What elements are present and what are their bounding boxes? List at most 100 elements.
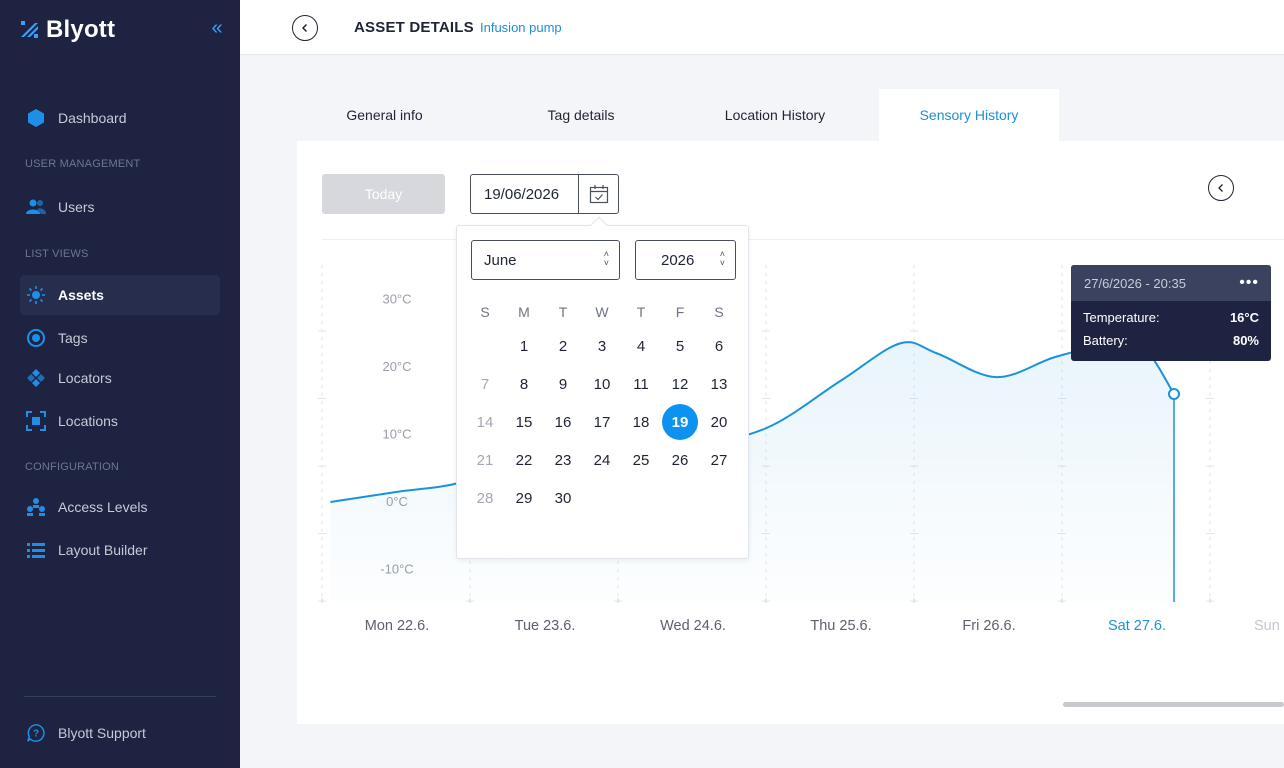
sidebar-item-assets[interactable]: Assets [20, 275, 220, 315]
date-picker-field [470, 174, 619, 214]
calendar-day[interactable]: 18 [632, 413, 650, 431]
calendar-day[interactable]: 11 [633, 375, 649, 393]
svg-text:?: ? [33, 729, 39, 740]
calendar-button[interactable] [579, 175, 618, 213]
sidebar-item-label: Locators [58, 370, 112, 386]
calendar-day[interactable]: 17 [593, 413, 611, 431]
more-options-icon[interactable]: ••• [1239, 274, 1259, 291]
sidebar-item-dashboard[interactable]: Dashboard [20, 98, 220, 138]
tooltip-battery-label: Battery: [1083, 333, 1128, 348]
weekday-label: S [480, 304, 490, 320]
chevron-left-icon [301, 23, 308, 33]
sidebar-section-configuration: CONFIGURATION [25, 461, 120, 473]
weekday-label: T [558, 304, 568, 320]
previous-period-button[interactable] [1208, 175, 1234, 201]
calendar-day[interactable]: 23 [554, 451, 572, 469]
sidebar-section-user-management: USER MANAGEMENT [25, 158, 141, 170]
sidebar-item-locators[interactable]: Locators [20, 358, 220, 398]
calendar-day[interactable]: 2 [558, 337, 568, 355]
tab-general-info[interactable]: General info [346, 107, 423, 123]
tooltip-temperature-label: Temperature: [1083, 310, 1160, 325]
sidebar-section-list-views: LIST VIEWS [25, 248, 89, 260]
sidebar-divider [24, 696, 216, 697]
tooltip-timestamp: 27/6/2026 - 20:35 [1084, 275, 1186, 291]
sidebar-item-support[interactable]: ? Blyott Support [20, 713, 220, 753]
dashboard-icon [26, 108, 46, 128]
weekday-label: M [518, 304, 530, 320]
sensory-history-panel: Today [297, 141, 1284, 724]
calendar-day[interactable]: 15 [515, 413, 533, 431]
calendar-day[interactable]: 27 [710, 451, 728, 469]
weekday-label: S [714, 304, 724, 320]
sidebar: Blyott « Dashboard USER MANAGEMENT Users… [0, 0, 240, 768]
calendar-day[interactable]: 1 [519, 337, 529, 355]
layout-builder-icon [26, 540, 46, 560]
calendar-day[interactable]: 10 [593, 375, 611, 393]
tooltip-temperature-value: 16°C [1229, 310, 1259, 325]
sidebar-item-label: Blyott Support [58, 725, 146, 741]
calendar-day[interactable]: 4 [636, 337, 646, 355]
blyott-logo-icon [21, 21, 38, 38]
calendar-day[interactable]: 28 [476, 489, 494, 507]
assets-icon [26, 285, 46, 305]
spinner-icon: ˄ ˅ [603, 249, 609, 268]
double-chevron-left-icon[interactable]: « [211, 17, 223, 39]
calendar-day[interactable]: 6 [714, 337, 724, 355]
calendar-day[interactable]: 21 [476, 451, 494, 469]
year-select[interactable]: 2026 ˄ ˅ [635, 240, 736, 280]
page-subtitle: Infusion pump [480, 20, 562, 35]
data-tooltip: 27/6/2026 - 20:35 ••• Temperature: 16°C … [1071, 265, 1271, 361]
sidebar-item-locations[interactable]: Locations [20, 401, 220, 441]
calendar-day[interactable]: 26 [671, 451, 689, 469]
calendar-day[interactable]: 20 [710, 413, 728, 431]
calendar-day[interactable]: 25 [632, 451, 650, 469]
date-input[interactable] [471, 175, 579, 213]
calendar-day[interactable]: 8 [519, 375, 529, 393]
sidebar-item-label: Access Levels [58, 499, 148, 515]
calendar-day[interactable]: 24 [593, 451, 611, 469]
locator-icon [26, 368, 46, 388]
page-title: ASSET DETAILS [354, 19, 474, 36]
tab-location-history[interactable]: Location History [724, 107, 826, 123]
back-button[interactable] [292, 15, 318, 41]
app-logo[interactable]: Blyott [20, 16, 115, 44]
weekday-label: F [675, 304, 685, 320]
calendar-day[interactable]: 13 [710, 375, 728, 393]
sidebar-item-users[interactable]: Users [20, 187, 220, 227]
sidebar-item-label: Dashboard [58, 110, 127, 126]
app-name: Blyott [46, 16, 116, 43]
calendar-day[interactable]: 14 [476, 413, 494, 431]
calendar-day[interactable]: 5 [675, 337, 685, 355]
sidebar-item-label: Locations [58, 413, 118, 429]
chart-horizontal-scrollbar[interactable] [1063, 702, 1284, 707]
calendar-day[interactable]: 16 [554, 413, 572, 431]
sidebar-item-access-levels[interactable]: Access Levels [20, 487, 220, 527]
tag-icon [26, 328, 46, 348]
tab-sensory-history[interactable]: Sensory History [879, 89, 1059, 141]
calendar-icon [589, 185, 608, 204]
sidebar-item-layout-builder[interactable]: Layout Builder [20, 530, 220, 570]
sidebar-item-label: Assets [58, 287, 104, 303]
tab-tag-details[interactable]: Tag details [547, 107, 615, 123]
calendar-day[interactable]: 3 [597, 337, 607, 355]
tooltip-battery-value: 80% [1232, 333, 1259, 348]
calendar-day[interactable]: 22 [515, 451, 533, 469]
calendar-day[interactable]: 30 [554, 489, 572, 507]
calendar-day[interactable]: 9 [558, 375, 568, 393]
panel-divider [322, 239, 1284, 240]
calendar-day[interactable]: 29 [515, 489, 533, 507]
help-icon: ? [26, 723, 46, 743]
month-select[interactable]: June ˄ ˅ [471, 240, 620, 280]
weekday-label: W [595, 304, 609, 320]
sidebar-item-tags[interactable]: Tags [20, 318, 220, 358]
page-header: ASSET DETAILS Infusion pump [240, 0, 1284, 55]
location-icon [26, 411, 46, 431]
today-button[interactable]: Today [322, 174, 445, 214]
calendar-day[interactable]: 12 [671, 375, 689, 393]
year-select-value: 2026 [661, 251, 695, 269]
sidebar-item-label: Tags [58, 330, 88, 346]
calendar-day[interactable]: 7 [480, 375, 490, 393]
users-icon [26, 197, 46, 217]
calendar-day-selected[interactable]: 19 [662, 404, 698, 440]
